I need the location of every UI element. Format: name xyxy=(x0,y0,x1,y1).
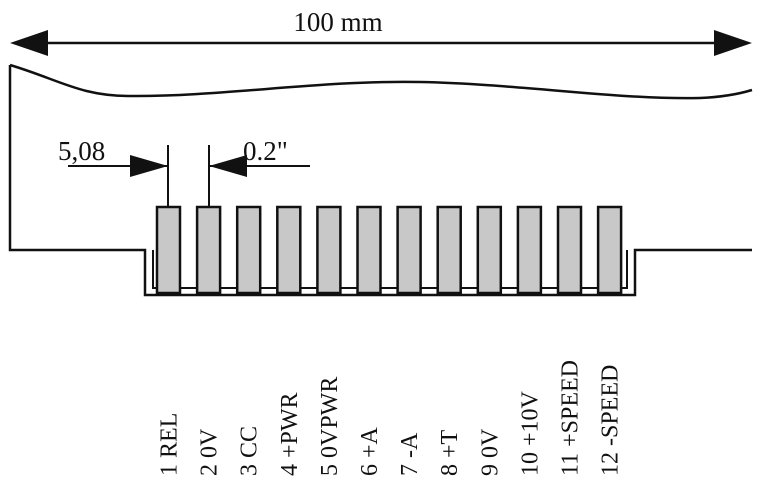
overall-width-left-arrow xyxy=(10,30,48,56)
pin-label-11: 11 +SPEED xyxy=(558,360,584,476)
pin-11 xyxy=(556,205,583,295)
pin-4 xyxy=(276,205,302,295)
pin-9 xyxy=(476,205,503,295)
pin-2 xyxy=(195,205,222,295)
pins xyxy=(155,205,623,295)
board-outline xyxy=(8,63,753,297)
pin-label-12: 12 -SPEED xyxy=(598,365,624,476)
pin-label-2: 2 0V xyxy=(197,428,223,476)
pin-label-8: 8 +T xyxy=(437,429,463,476)
overall-width-dimension: 100 mm xyxy=(10,7,752,56)
pitch-imperial-label: 0.2" xyxy=(243,136,288,166)
pin-label-5: 5 0VPWR xyxy=(317,377,343,476)
pin-12 xyxy=(596,205,623,295)
connector-housing-inner xyxy=(152,250,628,289)
pitch-metric-label: 5,08 xyxy=(58,136,105,166)
pin-label-9: 9 0V xyxy=(477,428,503,476)
pin-label-10: 10 +10V xyxy=(517,390,543,476)
pin-6 xyxy=(356,205,382,295)
pin-8 xyxy=(436,205,462,295)
pin-labels: 1 REL 2 0V 3 CC 4 +PWR 5 0VPWR 6 +A 7 -A 8 +T 9 … xyxy=(157,360,624,476)
overall-width-label: 100 mm xyxy=(293,7,382,37)
pitch-arrow-right xyxy=(209,155,247,177)
pin-1 xyxy=(155,205,182,295)
pin-label-3: 3 CC xyxy=(237,426,263,476)
pin-7 xyxy=(396,205,422,295)
pin-label-1: 1 REL xyxy=(157,413,183,476)
pin-label-7: 7 -A xyxy=(397,432,423,476)
pin-label-4: 4 +PWR xyxy=(277,392,303,476)
overall-width-right-arrow xyxy=(714,30,752,56)
pin-3 xyxy=(235,205,262,295)
pin-label-6: 6 +A xyxy=(357,426,383,476)
pitch-dimension: 5,08 0.2" xyxy=(58,136,310,207)
pin-5 xyxy=(316,205,342,295)
pin-10 xyxy=(516,205,543,295)
board-break-line xyxy=(9,63,753,100)
pitch-arrow-left xyxy=(130,155,168,177)
board-edge xyxy=(8,65,752,297)
